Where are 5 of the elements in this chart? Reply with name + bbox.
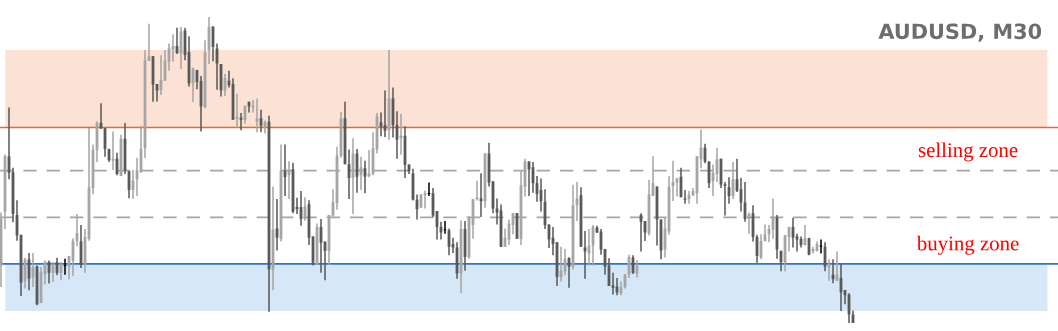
candlestick [723, 181, 727, 217]
ref-line-label: buying zone [916, 235, 1019, 255]
text: AUDUSD, M30 [878, 23, 1042, 42]
candlestick [683, 189, 687, 205]
ref-line-label: selling zone [918, 142, 1018, 162]
